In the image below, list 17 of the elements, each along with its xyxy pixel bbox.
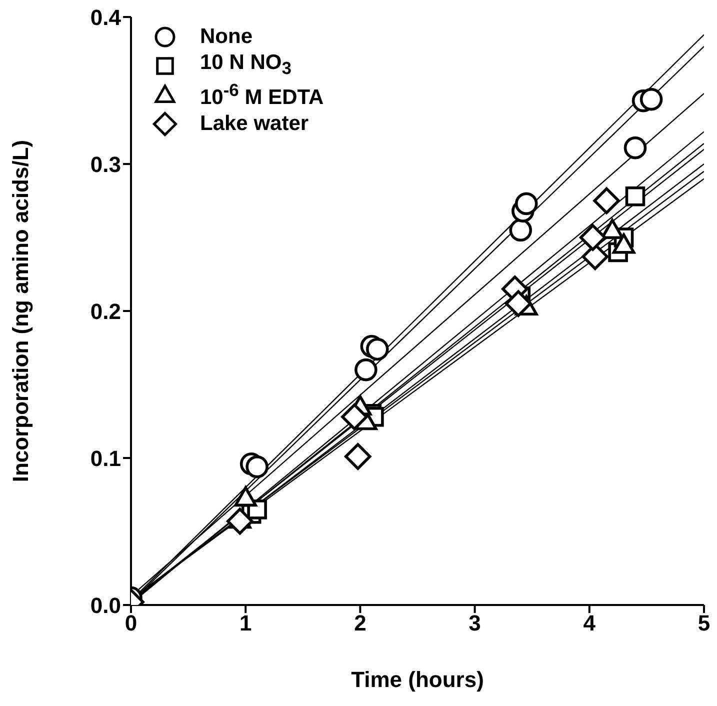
x-axis-title: Time (hours) — [351, 667, 484, 692]
x-tick-label: 5 — [698, 610, 710, 636]
y-tick-label: 0.2 — [90, 298, 121, 324]
legend-label: Lake water — [200, 112, 309, 136]
legend-label: 10$^{-6}$ M EDTA — [200, 80, 324, 110]
x-tick-label: 1 — [239, 610, 252, 636]
x-tick-label: 3 — [468, 610, 481, 636]
y-tick-label: 0.4 — [90, 4, 122, 30]
y-tick-label: 0.0 — [90, 592, 121, 618]
legend-label: None — [200, 24, 252, 48]
y-axis-title: Incorporation (ng amino acids/L) — [8, 140, 33, 482]
y-tick-label: 0.3 — [90, 152, 121, 177]
x-tick-label: 0 — [124, 610, 138, 636]
x-tick-label: 4 — [583, 610, 596, 636]
x-tick-label: 2 — [354, 610, 366, 636]
y-tick-label: 0.1 — [90, 446, 121, 471]
legend-label: 10 N NO$_{3}$ — [200, 51, 292, 80]
